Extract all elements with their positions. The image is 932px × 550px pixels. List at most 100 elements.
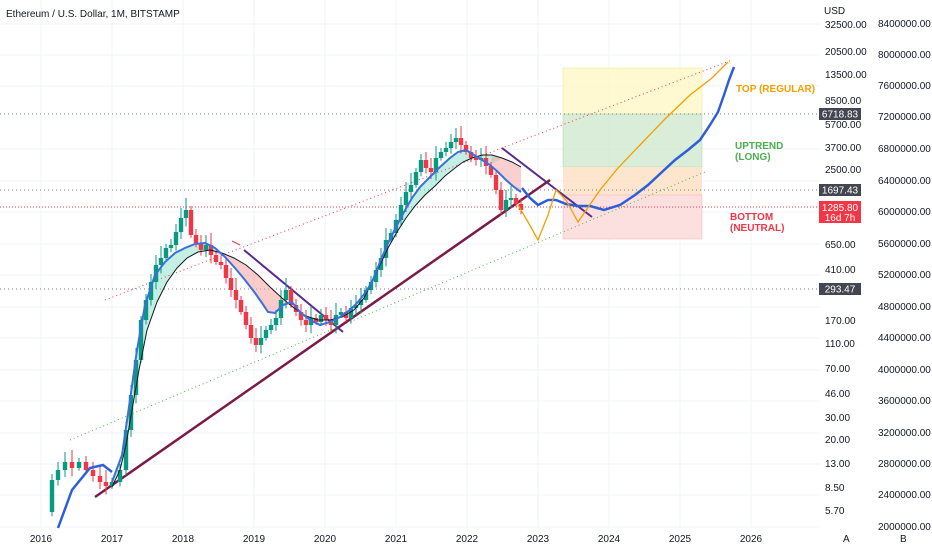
candle-body — [193, 235, 199, 243]
moving-averages — [111, 148, 522, 488]
candle-body — [238, 300, 244, 312]
left-axis-tick: 32500.00 — [825, 20, 867, 31]
right-axis-tick: 7600000.00 — [878, 81, 931, 92]
candle-body — [318, 315, 324, 322]
candle-body — [143, 300, 149, 320]
candle-body — [353, 305, 359, 308]
left-axis-tick: 13500.00 — [825, 70, 867, 81]
left-axis-tick: 70.00 — [825, 364, 850, 375]
footer-button-a[interactable]: A — [843, 534, 850, 545]
projection-early — [56, 463, 113, 529]
candle-body — [298, 312, 304, 320]
candle-body — [233, 290, 239, 300]
candle-body — [123, 430, 129, 470]
x-axis-tick: 2024 — [598, 534, 621, 545]
zone-top — [562, 67, 703, 115]
right-axis-tick: 8400000.00 — [878, 19, 931, 30]
price-badge — [819, 283, 861, 295]
right-axis-tick: 6400000.00 — [878, 176, 931, 187]
left-axis-tick: 110.00 — [825, 339, 855, 350]
currency-label: USD — [824, 6, 845, 17]
left-axis-tick: 3700.00 — [825, 143, 862, 154]
candle-body — [138, 320, 144, 360]
trend-main-support[interactable] — [94, 178, 551, 499]
left-axis-tick: 20.00 — [825, 435, 850, 446]
candle-body — [198, 243, 204, 250]
right-axis-tick: 6000000.00 — [878, 207, 931, 218]
candle-body — [463, 145, 469, 152]
candle-body — [128, 395, 134, 430]
left-axis-tick: 30.00 — [825, 413, 850, 424]
left-price-axis[interactable]: 32500.00 20500.00 13500.00 8500.00 5700.00 37… — [825, 20, 867, 517]
projection-main[interactable] — [521, 66, 736, 212]
price-badge-label: 293.47 — [825, 285, 856, 296]
candle-body — [283, 290, 289, 300]
candle-body — [423, 160, 429, 168]
right-axis-tick: 4800000.00 — [878, 302, 931, 313]
candle-body — [243, 312, 249, 325]
candle-body — [83, 462, 89, 470]
candle-body — [368, 282, 374, 290]
annotation-uptrend: UPTREND — [735, 141, 783, 152]
left-axis-tick: 13.00 — [825, 459, 850, 470]
time-axis[interactable]: 2016 2017 2018 2019 2020 2021 2022 2023 2024 2025… — [30, 534, 763, 545]
candle-body — [183, 210, 189, 218]
candle-body — [168, 245, 174, 248]
left-axis-tick: 8500.00 — [825, 96, 862, 107]
candle-body — [163, 248, 169, 258]
annotation-bottom: BOTTOM — [730, 212, 773, 223]
candle-body — [338, 312, 344, 315]
candle-body — [188, 210, 194, 235]
candle-body — [508, 198, 514, 200]
x-axis-tick: 2022 — [456, 534, 479, 545]
trend-lower-dotted[interactable] — [69, 171, 706, 441]
candle-body — [218, 262, 224, 265]
current-price-badge — [819, 201, 861, 223]
position-zones — [562, 67, 703, 240]
right-axis-tick: 8000000.00 — [878, 50, 931, 61]
candle-body — [203, 245, 209, 250]
ma-slow-line — [111, 154, 522, 488]
candle-body — [62, 462, 68, 470]
footer[interactable]: A B — [843, 534, 907, 545]
candle-body — [398, 205, 404, 220]
candle-body — [438, 152, 444, 158]
candle-body — [103, 482, 109, 486]
candle-body — [468, 152, 474, 158]
zone-bottom — [562, 194, 703, 240]
candle-body — [158, 258, 164, 265]
candle-body — [268, 325, 274, 330]
candle-body — [273, 318, 279, 325]
right-price-axis[interactable]: 8400000.00 8000000.00 7600000.00 7200000.00… — [878, 19, 931, 533]
right-axis-tick: 7200000.00 — [878, 112, 931, 123]
fill-bear-2022 — [490, 155, 521, 192]
candle-body — [518, 204, 524, 210]
candle-body — [109, 482, 115, 486]
candles — [49, 126, 524, 517]
x-axis-tick: 2021 — [385, 534, 408, 545]
candle-body — [253, 338, 259, 345]
candle-body — [55, 470, 61, 480]
projections[interactable] — [56, 61, 736, 529]
projection-orange[interactable] — [517, 61, 729, 242]
x-axis-tick: 2025 — [669, 534, 692, 545]
x-axis-tick: 2026 — [740, 534, 763, 545]
ma-fast-line — [111, 148, 522, 483]
x-axis-tick: 2018 — [172, 534, 195, 545]
x-axis-tick: 2017 — [101, 534, 124, 545]
candle-body — [258, 338, 264, 345]
footer-button-b[interactable]: B — [900, 534, 907, 545]
candle-body — [513, 198, 519, 204]
candle-body — [493, 175, 499, 190]
candle-body — [348, 308, 354, 318]
annotations: TOP (REGULAR) UPTREND (LONG) BOTTOM (NEU… — [730, 84, 815, 234]
left-axis-tick: 8.50 — [825, 483, 845, 494]
candle-body — [418, 160, 424, 172]
left-axis-tick: 5.70 — [825, 506, 845, 517]
candle-body — [148, 282, 154, 300]
candle-body — [503, 200, 509, 210]
candle-body — [49, 480, 55, 512]
candle-body — [448, 142, 454, 148]
